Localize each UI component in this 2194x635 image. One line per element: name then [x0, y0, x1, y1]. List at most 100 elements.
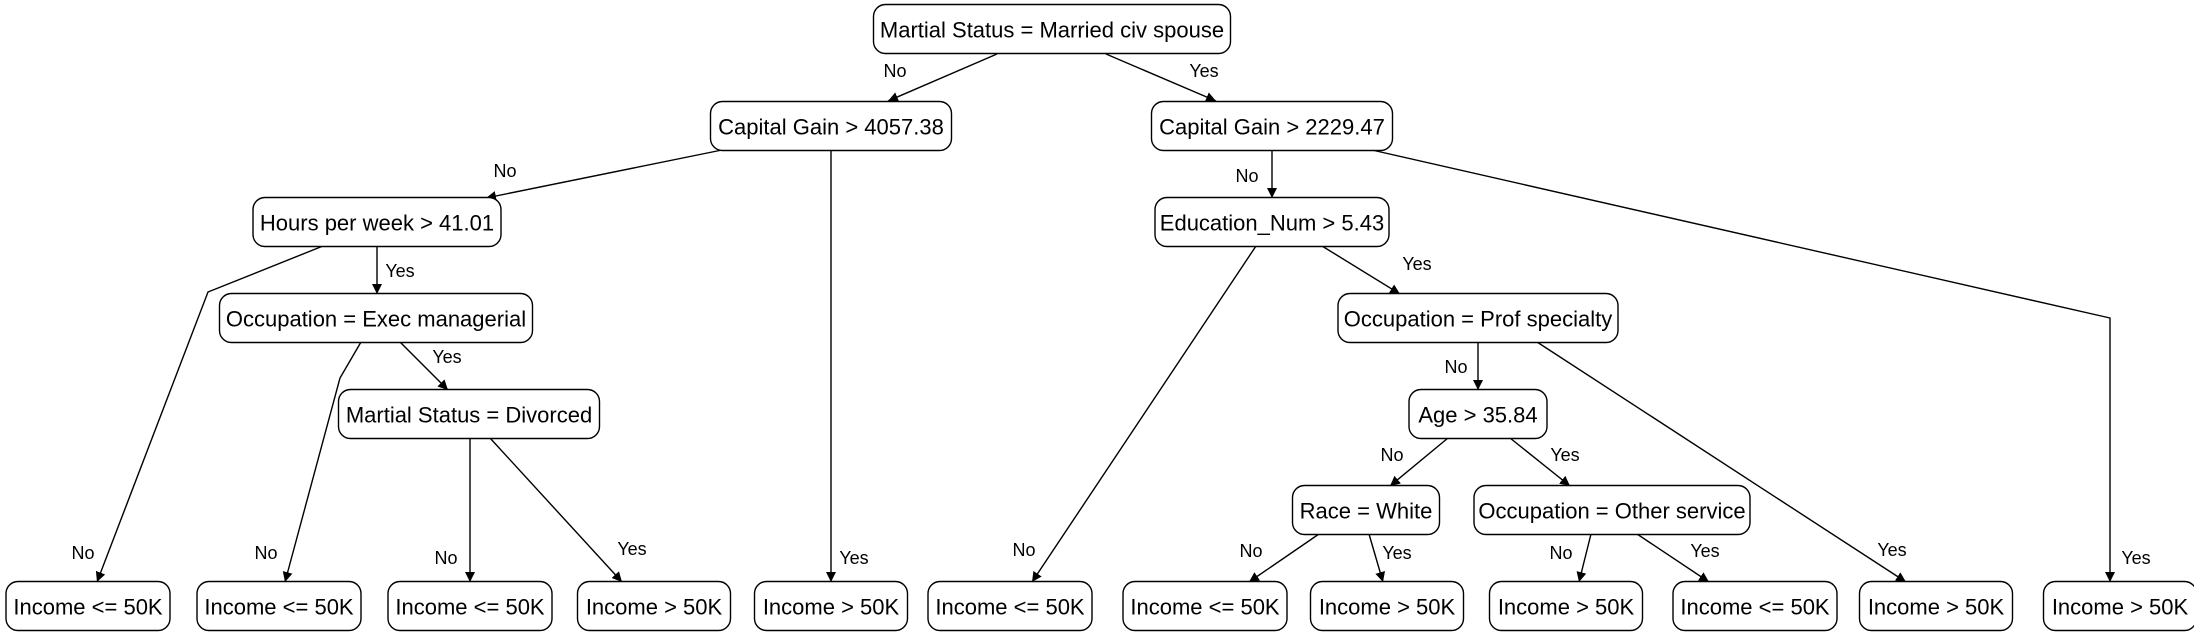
node-label: Education_Num > 5.43: [1160, 211, 1384, 236]
node-box: [337, 388, 601, 440]
decision-node-age: Age > 35.84: [1408, 388, 1548, 440]
edge-label: No: [1380, 445, 1403, 465]
node-box: [1122, 580, 1288, 632]
edge-label: Yes: [432, 347, 461, 367]
node-label: Income <= 50K: [935, 595, 1085, 620]
node-label: Martial Status = Divorced: [346, 403, 592, 428]
edge-arrow: [1248, 533, 1320, 583]
node-label: Hours per week > 41.01: [260, 211, 494, 236]
node-box: [252, 196, 502, 248]
decision-node-cg-right: Capital Gain > 2229.47: [1150, 100, 1394, 152]
edge-arrow: [1368, 533, 1385, 583]
node-label: Age > 35.84: [1418, 403, 1537, 428]
edges-layer: No Yes No Yes No Yes No Yes No Yes No Yes No Yes No Yes…: [71, 53, 2151, 583]
edge-label: No: [1444, 357, 1467, 377]
edge-occ-exec-l2: No: [254, 341, 362, 583]
edge-label: No: [883, 61, 906, 81]
edge-occ-other-l10: Yes: [1636, 533, 1720, 583]
node-box: [218, 292, 534, 344]
edge-occ-exec-ms-div: Yes: [399, 341, 462, 391]
edge-label: Yes: [839, 548, 868, 568]
edge-arrow: [485, 149, 723, 201]
node-box: [1309, 580, 1465, 632]
edge-label: Yes: [617, 539, 646, 559]
edge-arrow: [1389, 437, 1449, 487]
node-box: [2042, 580, 2194, 632]
node-box: [1858, 580, 2014, 632]
decision-node-occ-prof: Occupation = Prof specialty: [1337, 292, 1619, 344]
node-box: [576, 580, 732, 632]
edge-label: No: [493, 161, 516, 181]
edge-label: Yes: [1402, 254, 1431, 274]
edge-label: No: [434, 548, 457, 568]
edge-ms-div-l3: No: [434, 438, 475, 582]
node-label: Income <= 50K: [204, 595, 354, 620]
edge-label: Yes: [1690, 541, 1719, 561]
edge-label: No: [1549, 543, 1572, 563]
edge-occ-other-l9: No: [1549, 533, 1592, 583]
leaf-node-l1: Income <= 50K: [5, 580, 171, 632]
edge-label: No: [71, 543, 94, 563]
edge-label: No: [254, 543, 277, 563]
edge-label: No: [1235, 166, 1258, 186]
edge-label: Yes: [2121, 548, 2150, 568]
node-label: Income > 50K: [1319, 595, 1456, 620]
node-label: Capital Gain > 2229.47: [1159, 115, 1385, 140]
edge-cg-right-l12: Yes: [1371, 149, 2151, 582]
leaf-node-l8: Income > 50K: [1309, 580, 1465, 632]
node-box: [196, 580, 362, 632]
edge-arrow: [1321, 245, 1401, 295]
decision-node-hours: Hours per week > 41.01: [252, 196, 502, 248]
decision-node-race: Race = White: [1291, 484, 1441, 536]
edge-ms-div-l4: Yes: [489, 437, 647, 583]
edge-age-race: No: [1380, 437, 1449, 487]
edge-label: Yes: [1382, 543, 1411, 563]
edge-label: Yes: [1550, 445, 1579, 465]
edge-edu-occ-prof: Yes: [1321, 245, 1432, 295]
node-label: Income > 50K: [2052, 595, 2189, 620]
leaf-node-l7: Income <= 50K: [1122, 580, 1288, 632]
node-box: [753, 580, 909, 632]
leaf-node-l11: Income > 50K: [1858, 580, 2014, 632]
node-label: Occupation = Other service: [1478, 499, 1745, 524]
decision-node-root: Martial Status = Married civ spouse: [872, 3, 1232, 55]
edge-arrow: [1031, 245, 1257, 583]
edge-occ-prof-l11: Yes: [1536, 341, 1907, 583]
edge-age-occ-other: Yes: [1509, 437, 1580, 487]
node-box: [5, 580, 171, 632]
edge-arrow: [1105, 53, 1217, 102]
leaf-node-l4: Income > 50K: [576, 580, 732, 632]
node-label: Income <= 50K: [13, 595, 163, 620]
node-label: Occupation = Exec managerial: [226, 307, 526, 332]
leaf-node-l5: Income > 50K: [753, 580, 909, 632]
edge-hours-occ-exec: Yes: [372, 246, 415, 294]
edge-arrow: [489, 437, 623, 583]
edge-label: No: [1239, 541, 1262, 561]
node-label: Income > 50K: [586, 595, 723, 620]
node-box: [1408, 388, 1548, 440]
node-box: [709, 100, 953, 152]
edge-arrow: [1536, 341, 1907, 583]
edge-arrow: [1576, 533, 1592, 583]
edge-cg-left-hours: No: [485, 149, 723, 201]
decision-node-edu: Education_Num > 5.43: [1154, 196, 1390, 248]
node-label: Income > 50K: [763, 595, 900, 620]
node-box: [1150, 100, 1394, 152]
edge-race-l8: Yes: [1368, 533, 1412, 583]
node-box: [387, 580, 553, 632]
node-label: Occupation = Prof specialty: [1344, 307, 1612, 332]
decision-node-ms-div: Martial Status = Divorced: [337, 388, 601, 440]
node-box: [1672, 580, 1838, 632]
node-box: [1291, 484, 1441, 536]
edge-arrow: [1371, 149, 2115, 582]
node-box: [872, 3, 1232, 55]
edge-cg-right-edu: No: [1235, 150, 1277, 198]
edge-hours-l1: No: [71, 245, 324, 583]
leaf-node-l2: Income <= 50K: [196, 580, 362, 632]
node-label: Income <= 50K: [395, 595, 545, 620]
node-label: Income <= 50K: [1680, 595, 1830, 620]
node-box: [1488, 580, 1644, 632]
node-label: Martial Status = Married civ spouse: [880, 18, 1224, 43]
leaf-node-l3: Income <= 50K: [387, 580, 553, 632]
